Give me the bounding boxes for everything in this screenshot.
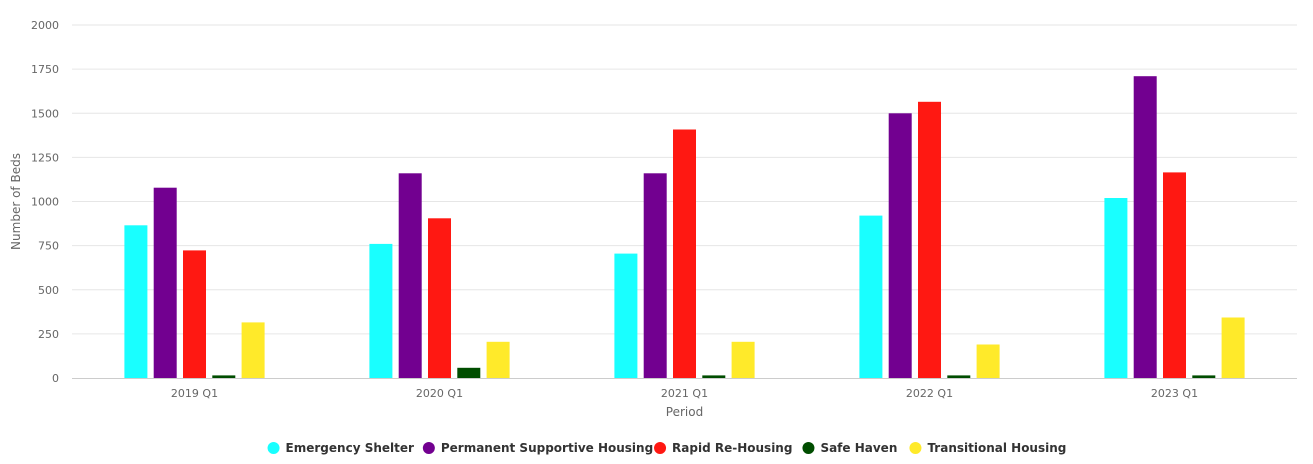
- legend-label: Rapid Re-Housing: [672, 441, 792, 455]
- legend-swatch: [267, 442, 280, 454]
- bar-safe-haven-2021-q1[interactable]: [702, 375, 726, 378]
- bar-safe-haven-2020-q1[interactable]: [457, 367, 481, 378]
- x-axis-title: Period: [666, 405, 703, 419]
- bar-emergency-shelter-2020-q1[interactable]: [369, 243, 393, 378]
- bar-permanent-supportive-housing-2022-q1[interactable]: [888, 113, 912, 379]
- x-tick-label: 2022 Q1: [906, 387, 953, 400]
- x-tick-label: 2023 Q1: [1151, 387, 1198, 400]
- y-tick-label: 1750: [31, 63, 59, 76]
- bar-transitional-housing-2022-q1[interactable]: [976, 344, 1000, 379]
- x-tick-label: 2019 Q1: [171, 387, 218, 400]
- bar-rapid-re-housing-2023-q1[interactable]: [1163, 172, 1186, 378]
- y-axis-ticks: 0 250 500 750 1000 1250 1500 1750 2000: [31, 19, 59, 385]
- y-axis-title: Number of Beds: [9, 153, 23, 250]
- bar-rapid-re-housing-2020-q1[interactable]: [428, 218, 451, 378]
- legend-item-rapid-re-housing[interactable]: Rapid Re-Housing: [654, 441, 792, 455]
- bar-safe-haven-2019-q1[interactable]: [212, 375, 236, 378]
- y-tick-label: 1500: [31, 107, 59, 120]
- bar-emergency-shelter-2021-q1[interactable]: [614, 253, 638, 378]
- bar-safe-haven-2023-q1[interactable]: [1192, 375, 1216, 378]
- x-tick-label: 2021 Q1: [661, 387, 708, 400]
- y-tick-label: 1000: [31, 196, 59, 209]
- legend-swatch: [909, 442, 922, 454]
- legend-item-transitional-housing[interactable]: Transitional Housing: [909, 441, 1066, 455]
- bar-series: [124, 76, 1245, 379]
- bar-emergency-shelter-2023-q1[interactable]: [1104, 198, 1128, 378]
- legend-swatch: [422, 442, 435, 454]
- legend-item-emergency-shelter[interactable]: Emergency Shelter: [267, 441, 414, 455]
- legend-swatch: [802, 442, 815, 454]
- legend-label: Permanent Supportive Housing: [441, 441, 653, 455]
- bar-emergency-shelter-2019-q1[interactable]: [124, 225, 148, 378]
- y-tick-label: 0: [52, 372, 59, 385]
- y-tick-label: 250: [38, 328, 59, 341]
- bar-rapid-re-housing-2021-q1[interactable]: [673, 129, 696, 379]
- legend: Emergency Shelter Permanent Supportive Ho…: [267, 441, 1066, 455]
- bar-safe-haven-2022-q1[interactable]: [947, 375, 971, 378]
- legend-item-safe-haven[interactable]: Safe Haven: [802, 441, 897, 455]
- x-axis-ticks: 2019 Q1 2020 Q1 2021 Q1 2022 Q1 2023 Q1: [171, 387, 1198, 400]
- bar-rapid-re-housing-2022-q1[interactable]: [918, 101, 941, 379]
- bar-transitional-housing-2021-q1[interactable]: [731, 341, 755, 378]
- y-tick-label: 500: [38, 284, 59, 297]
- legend-label: Emergency Shelter: [286, 441, 414, 455]
- y-tick-label: 2000: [31, 19, 59, 32]
- bar-permanent-supportive-housing-2023-q1[interactable]: [1133, 76, 1157, 378]
- bar-permanent-supportive-housing-2019-q1[interactable]: [153, 187, 177, 378]
- legend-label: Safe Haven: [820, 441, 897, 455]
- y-tick-label: 750: [38, 240, 59, 253]
- x-tick-label: 2020 Q1: [416, 387, 463, 400]
- bar-emergency-shelter-2022-q1[interactable]: [859, 215, 883, 378]
- y-tick-label: 1250: [31, 151, 59, 164]
- bar-transitional-housing-2019-q1[interactable]: [241, 322, 265, 378]
- bar-transitional-housing-2023-q1[interactable]: [1221, 317, 1245, 379]
- legend-label: Transitional Housing: [927, 441, 1066, 455]
- bar-permanent-supportive-housing-2020-q1[interactable]: [398, 173, 422, 378]
- bar-transitional-housing-2020-q1[interactable]: [486, 341, 510, 378]
- legend-swatch: [654, 442, 667, 454]
- bar-rapid-re-housing-2019-q1[interactable]: [183, 250, 206, 378]
- bar-permanent-supportive-housing-2021-q1[interactable]: [643, 173, 667, 378]
- legend-item-permanent-supportive-housing[interactable]: Permanent Supportive Housing: [422, 441, 653, 455]
